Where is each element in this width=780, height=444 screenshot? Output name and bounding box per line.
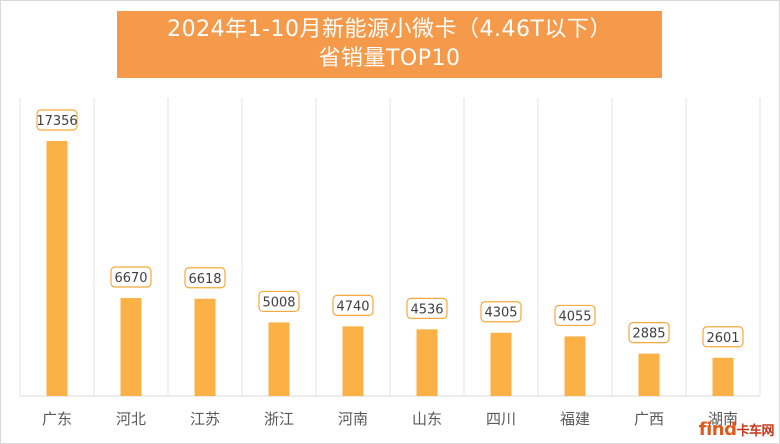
x-tick-label: 四川 xyxy=(486,410,516,428)
data-label-box xyxy=(258,290,300,313)
data-label-box xyxy=(628,322,670,344)
bar xyxy=(194,298,216,396)
data-label: 4055 xyxy=(558,309,591,324)
bar xyxy=(490,332,512,396)
bar xyxy=(46,141,68,396)
bar xyxy=(342,326,364,396)
data-label: 17356 xyxy=(36,114,77,129)
x-tick-label: 广西 xyxy=(634,410,664,428)
x-tick-label: 湖南 xyxy=(708,410,738,428)
data-label: 5008 xyxy=(262,295,295,310)
data-label-box xyxy=(702,326,744,348)
data-label-box xyxy=(406,297,448,319)
data-label: 6618 xyxy=(188,272,221,287)
chart-title-box: 2024年1-10月新能源小微卡（4.46T以下） 省销量TOP10 xyxy=(117,11,662,78)
bar xyxy=(564,336,586,396)
bar xyxy=(120,298,142,396)
x-tick-label: 福建 xyxy=(560,410,590,428)
bar xyxy=(416,329,438,396)
data-label: 4740 xyxy=(336,299,369,314)
x-tick-label: 江苏 xyxy=(190,410,220,428)
x-tick-label: 山东 xyxy=(412,410,442,428)
x-tick-label: 河南 xyxy=(338,410,368,428)
data-label: 4536 xyxy=(410,302,443,317)
data-label: 4305 xyxy=(484,306,517,321)
bar xyxy=(638,353,660,396)
data-label-box xyxy=(480,301,522,323)
watermark-logo-text: find xyxy=(698,419,737,440)
x-tick-label: 广东 xyxy=(42,410,72,428)
chart-subtitle: 省销量TOP10 xyxy=(318,46,461,71)
bar xyxy=(712,357,734,396)
x-tick-label: 河北 xyxy=(116,410,146,428)
data-label-box xyxy=(184,267,226,289)
watermark-cn-text: 卡车网 xyxy=(736,424,774,439)
chart-title: 2024年1-10月新能源小微卡（4.46T以下） xyxy=(167,17,612,42)
data-label: 2601 xyxy=(706,331,739,346)
data-label-box xyxy=(36,109,78,131)
data-label: 6670 xyxy=(114,271,147,286)
data-label: 2885 xyxy=(632,327,665,342)
bar xyxy=(268,322,290,396)
find-logo-watermark: find卡车网 xyxy=(698,419,775,440)
data-label-box xyxy=(332,294,374,316)
x-tick-label: 浙江 xyxy=(264,410,294,428)
data-label-box xyxy=(554,304,596,327)
data-label-box xyxy=(110,266,152,288)
